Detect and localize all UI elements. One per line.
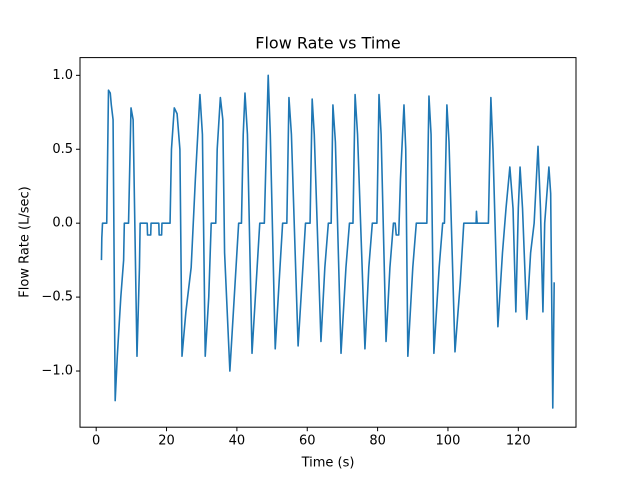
x-tick-label: 40 — [229, 434, 246, 449]
x-axis-label: Time (s) — [301, 456, 355, 471]
y-axis-label: Flow Rate (L/sec) — [18, 186, 33, 297]
axes-frame — [79, 57, 577, 428]
data-line — [100, 74, 555, 409]
y-tick-label: −0.5 — [41, 290, 73, 305]
x-tick-label: 120 — [506, 434, 531, 449]
x-tick-label: 60 — [299, 434, 316, 449]
x-tick-label: 20 — [158, 434, 175, 449]
chart-title: Flow Rate vs Time — [255, 34, 400, 53]
y-tick-label: −1.0 — [41, 364, 73, 379]
x-tick-label: 80 — [369, 434, 386, 449]
x-tick-label: 100 — [436, 434, 461, 449]
y-tick-label: 0.0 — [52, 216, 73, 231]
y-tick-label: 0.5 — [52, 142, 73, 157]
y-tick-label: 1.0 — [52, 68, 73, 83]
x-tick-label: 0 — [92, 434, 100, 449]
